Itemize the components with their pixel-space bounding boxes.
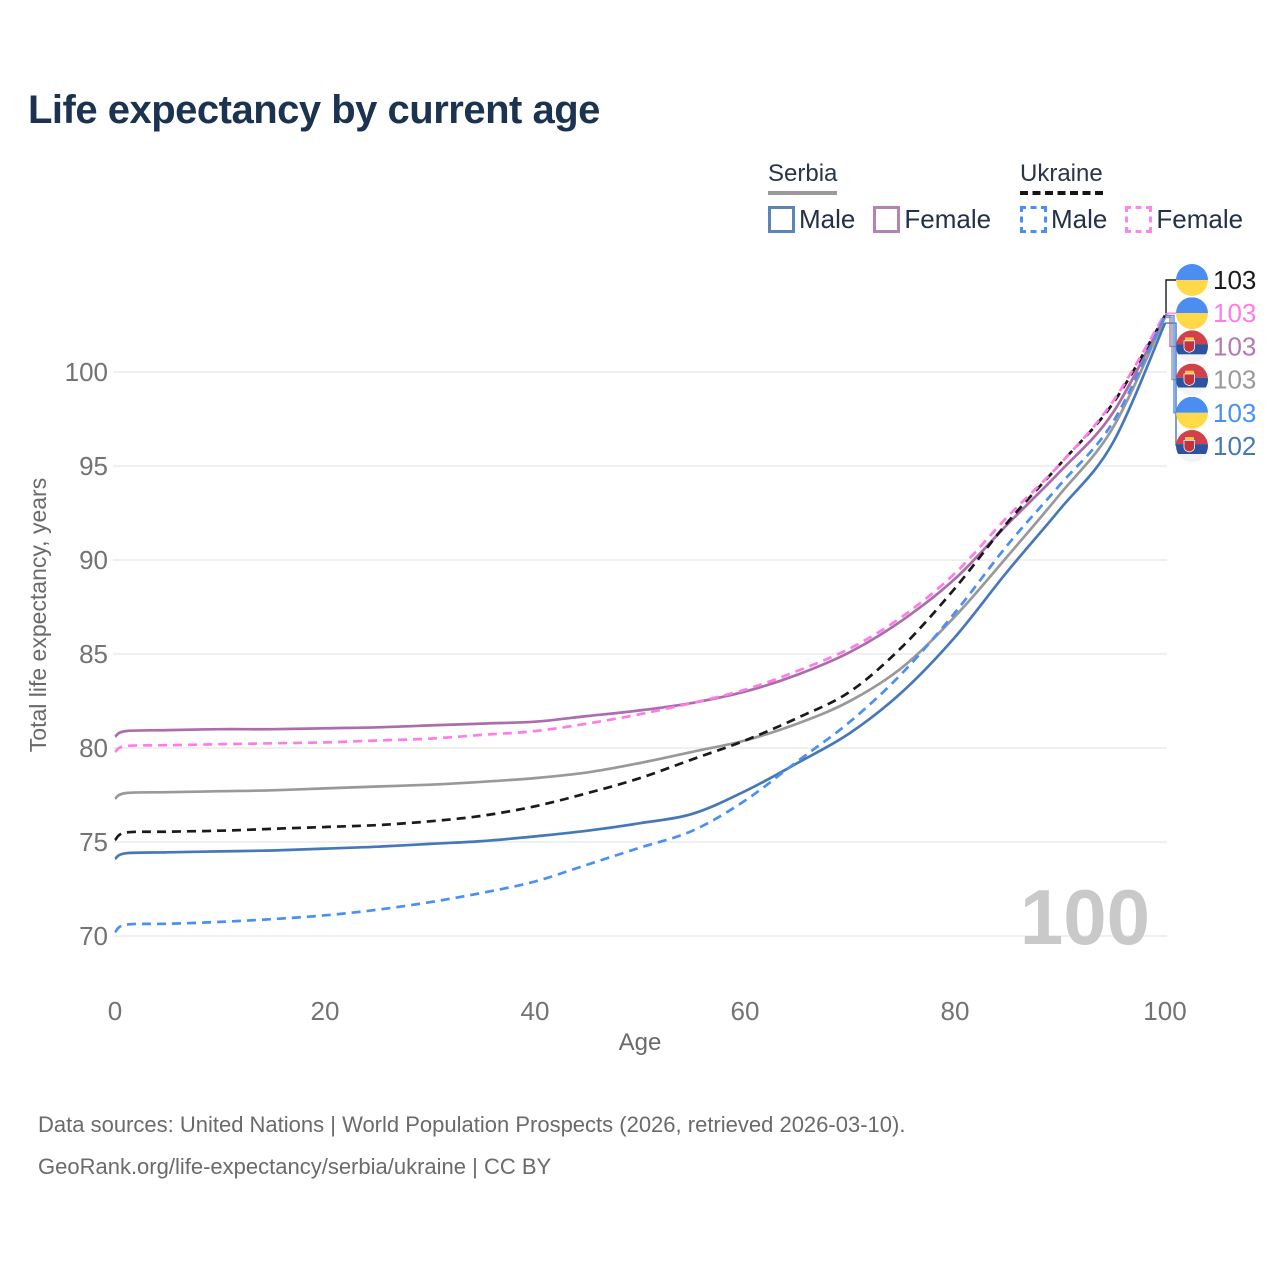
- x-tick-label: 40: [521, 996, 550, 1026]
- label-connector-ukraine-all: [1165, 279, 1176, 317]
- legend-label: Male: [799, 204, 856, 234]
- age-watermark: 100: [1020, 873, 1150, 961]
- serbia-flag-icon: [1176, 363, 1208, 396]
- x-axis-title: Age: [619, 1029, 662, 1056]
- x-tick-label: 100: [1143, 996, 1186, 1026]
- y-tick-label: 95: [79, 451, 108, 481]
- serbia-female-swatch-icon: [873, 206, 901, 233]
- legend-header-serbia[interactable]: Serbia: [768, 160, 838, 195]
- label-connector-ukraine-male: [1165, 314, 1176, 414]
- label-connector-serbia-male: [1165, 322, 1177, 446]
- y-axis-title: Total life expectancy, years: [25, 478, 51, 752]
- y-tick-label: 100: [65, 357, 108, 387]
- legend-group-serbia: Serbia Male Female: [768, 160, 991, 235]
- ukraine-male-swatch-icon: [1020, 206, 1047, 233]
- footer: Data sources: United Nations | World Pop…: [38, 1104, 905, 1188]
- serbia-male-swatch-icon: [768, 206, 795, 233]
- ukraine-flag-icon: [1176, 297, 1208, 330]
- legend-item-serbia-female[interactable]: Female: [873, 204, 991, 235]
- page-title: Life expectancy by current age: [28, 88, 600, 132]
- end-value-label-ukraine-female: 103: [1213, 298, 1256, 328]
- legend-group-ukraine: Ukraine Male Female: [1020, 160, 1243, 235]
- series-line-serbia-male: [114, 322, 1167, 861]
- y-tick-label: 80: [79, 733, 108, 763]
- legend-label: Female: [904, 204, 992, 234]
- attribution-line: GeoRank.org/life-expectancy/serbia/ukrai…: [38, 1154, 552, 1179]
- y-tick-label: 90: [79, 545, 108, 575]
- ukraine-female-swatch-icon: [1125, 206, 1153, 233]
- end-value-label-serbia-all: 103: [1213, 365, 1256, 395]
- legend-header-ukraine[interactable]: Ukraine: [1020, 160, 1103, 195]
- legend-label: Female: [1156, 204, 1244, 234]
- serbia-flag-icon: [1176, 330, 1208, 363]
- ukraine-flag-icon: [1176, 396, 1208, 429]
- legend-item-serbia-male[interactable]: Male: [768, 204, 855, 235]
- serbia-flag-icon: [1176, 430, 1208, 462]
- ukraine-flag-icon: [1176, 264, 1208, 296]
- end-value-label-ukraine-all: 103: [1213, 265, 1256, 295]
- legend-label: Male: [1051, 204, 1108, 234]
- end-value-label-serbia-female: 103: [1213, 331, 1256, 361]
- x-tick-label: 20: [311, 996, 340, 1026]
- series-line-serbia-female: [114, 314, 1167, 738]
- legend-item-ukraine-female[interactable]: Female: [1125, 204, 1243, 235]
- end-value-label-serbia-male: 102: [1213, 431, 1256, 461]
- y-tick-label: 85: [79, 639, 108, 669]
- y-tick-label: 70: [79, 921, 108, 951]
- data-source-line: Data sources: United Nations | World Pop…: [38, 1112, 906, 1137]
- legend-item-ukraine-male[interactable]: Male: [1020, 204, 1107, 235]
- x-tick-label: 80: [941, 996, 970, 1026]
- x-tick-label: 60: [731, 996, 760, 1026]
- series-line-ukraine-male: [114, 315, 1167, 934]
- end-value-label-ukraine-male: 103: [1213, 398, 1256, 428]
- x-tick-label: 0: [108, 996, 122, 1026]
- series-line-serbia-all: [114, 316, 1167, 800]
- series-line-ukraine-female: [114, 313, 1167, 753]
- label-connector-ukraine-female: [1165, 312, 1176, 315]
- series-line-ukraine-all: [114, 314, 1167, 842]
- y-tick-label: 75: [79, 827, 108, 857]
